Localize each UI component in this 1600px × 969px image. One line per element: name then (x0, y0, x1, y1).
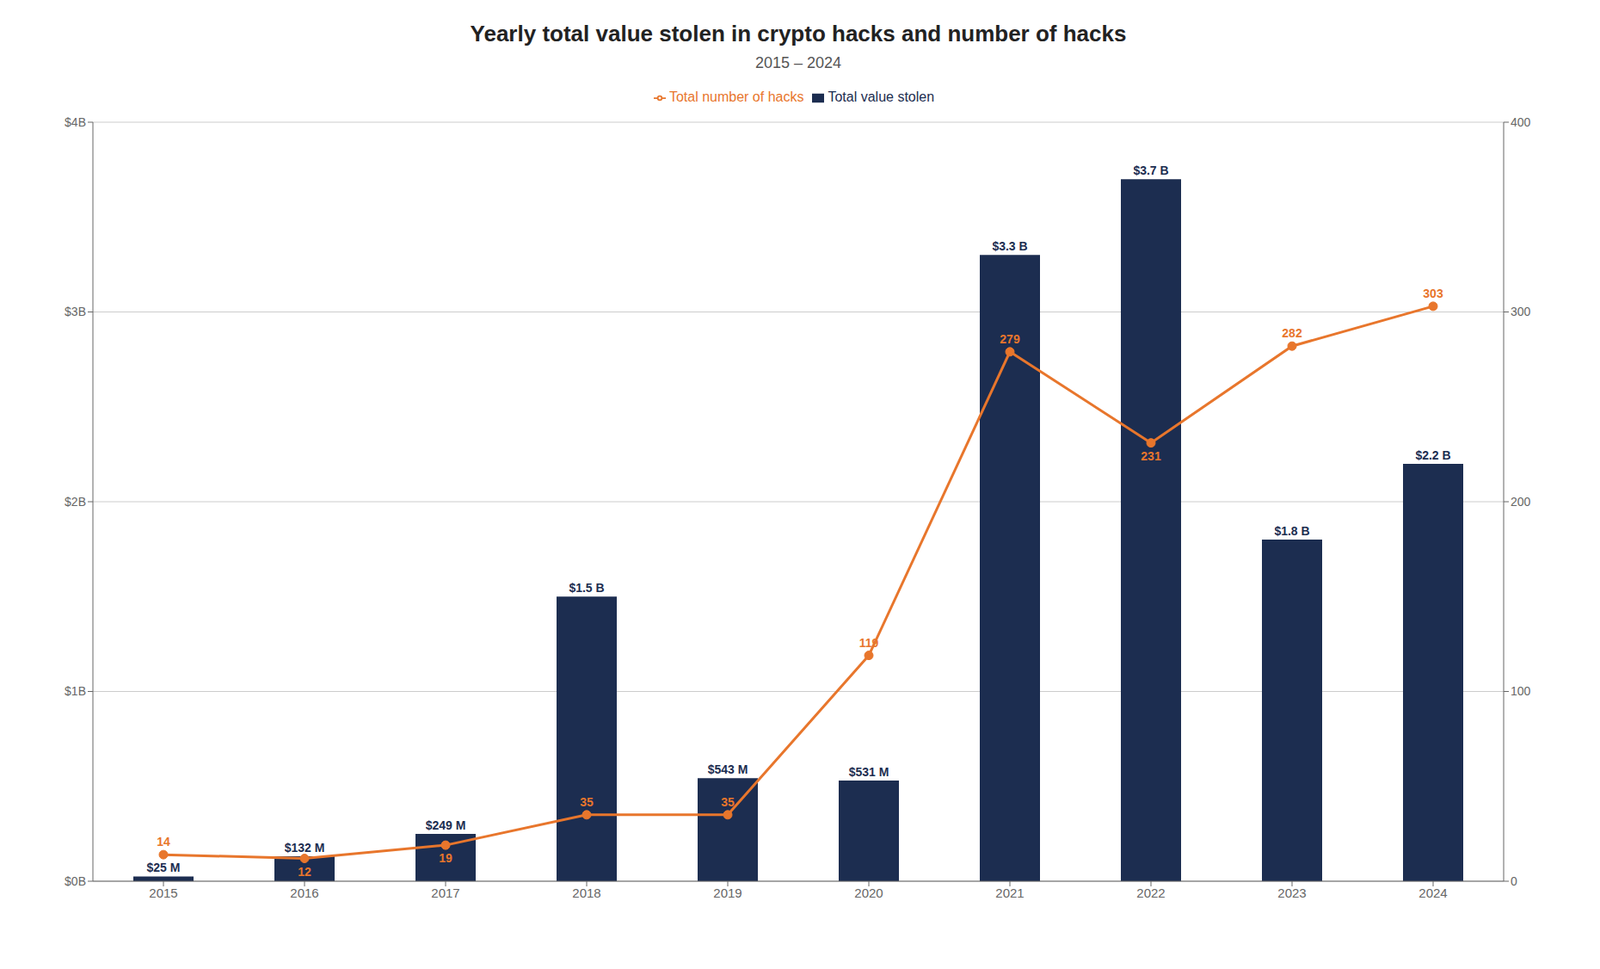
svg-text:$4B: $4B (64, 115, 87, 130)
svg-text:100: 100 (1510, 683, 1532, 698)
svg-text:0: 0 (1510, 873, 1518, 888)
svg-text:35: 35 (579, 794, 594, 809)
svg-text:2018: 2018 (572, 885, 601, 900)
svg-text:$249 M: $249 M (425, 818, 467, 832)
svg-text:2023: 2023 (1277, 885, 1306, 900)
svg-text:$2B: $2B (64, 494, 87, 509)
svg-text:2021: 2021 (995, 885, 1024, 900)
svg-text:$1.5 B: $1.5 B (568, 580, 604, 595)
svg-text:231: 231 (1140, 449, 1162, 463)
svg-text:$1B: $1B (64, 683, 87, 698)
svg-text:2015: 2015 (148, 885, 178, 900)
html-text:Total value stolen: Total value stolen (827, 89, 935, 105)
svg-text:2020: 2020 (854, 885, 883, 900)
svg-text:14: 14 (156, 834, 171, 849)
svg-text:2017: 2017 (430, 885, 460, 900)
svg-text:200: 200 (1510, 494, 1532, 509)
svg-text:$132 M: $132 M (284, 840, 326, 855)
svg-text:$3.7 B: $3.7 B (1132, 163, 1169, 178)
svg-text:12: 12 (297, 864, 312, 879)
svg-text:19: 19 (438, 850, 453, 865)
html-text:2015 – 2024: 2015 – 2024 (755, 54, 842, 72)
svg-text:35: 35 (720, 794, 735, 809)
svg-text:400: 400 (1510, 115, 1532, 130)
svg-text:303: 303 (1422, 286, 1444, 301)
svg-text:282: 282 (1281, 326, 1303, 340)
svg-text:$543 M: $543 M (707, 762, 749, 776)
svg-text:$0B: $0B (64, 873, 87, 888)
svg-text:2016: 2016 (289, 885, 319, 900)
svg-text:$2.2 B: $2.2 B (1415, 448, 1451, 462)
svg-text:119: 119 (859, 635, 880, 650)
html-text:Total number of hacks: Total number of hacks (669, 89, 804, 105)
svg-text:2022: 2022 (1136, 885, 1165, 900)
svg-text:$3B: $3B (64, 304, 87, 319)
svg-text:$1.8 B: $1.8 B (1273, 523, 1310, 538)
svg-text:$25 M: $25 M (147, 860, 181, 874)
svg-text:279: 279 (999, 332, 1021, 346)
svg-text:2019: 2019 (713, 885, 742, 900)
svg-text:300: 300 (1510, 304, 1532, 319)
svg-text:$531 M: $531 M (849, 764, 890, 779)
svg-text:$3.3 B: $3.3 B (991, 239, 1028, 253)
html-text:Yearly total value stolen in c: Yearly total value stolen in crypto hack… (470, 20, 1127, 47)
svg-text:2024: 2024 (1418, 885, 1447, 900)
